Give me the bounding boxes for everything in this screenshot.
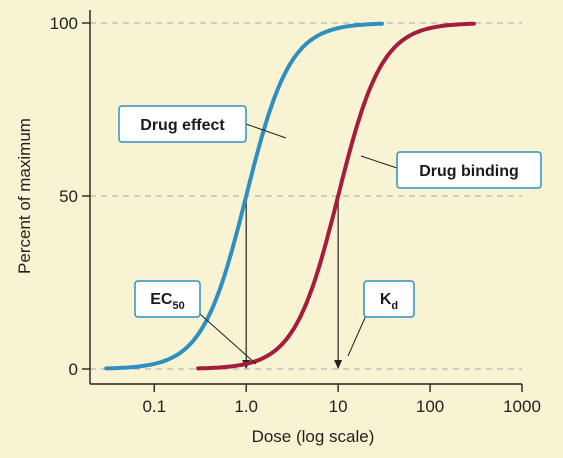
y-tick-label: 0 [69, 360, 78, 379]
drug-effect-label-box [118, 105, 247, 143]
ec50-label-box [134, 280, 201, 318]
drug-effect-callout: Drug effect [118, 105, 287, 143]
kd-callout: Kd [347, 280, 415, 357]
series-drug-effect-line [104, 21, 384, 371]
drug-binding-label-box [396, 151, 542, 189]
kd-label-box [363, 280, 415, 318]
drug-effect-leader [245, 123, 287, 139]
series-curves [104, 21, 476, 371]
gridlines [90, 22, 522, 370]
ec50-leader [199, 313, 257, 365]
reference-lines [242, 196, 343, 369]
drug-binding-leader [360, 155, 398, 169]
y-tick-label: 100 [50, 14, 78, 33]
kd-leader [347, 310, 369, 357]
ec50-label: EC50 [150, 291, 184, 312]
kd-label: Kd [380, 291, 398, 312]
drug-effect-label: Drug effect [140, 117, 225, 134]
axes [89, 10, 522, 385]
drug-binding-callout: Drug binding [360, 151, 542, 189]
x-tick-label: 0.1 [142, 397, 166, 416]
x-tick-label: 1000 [503, 397, 541, 416]
x-axis-title: Dose (log scale) [252, 427, 375, 446]
series-drug-binding-line [196, 21, 476, 371]
x-tick-label: 10 [329, 397, 348, 416]
midpoint-arrowhead [334, 360, 343, 369]
ec50-callout: EC50 [134, 280, 257, 365]
x-tick-label: 100 [416, 397, 444, 416]
drug-binding-label: Drug binding [419, 163, 519, 180]
y-axis-title: Percent of maximum [15, 118, 34, 274]
y-tick-label: 50 [59, 187, 78, 206]
x-ticks: 0.1 1.0 10 100 1000 [142, 384, 541, 416]
x-tick-label: 1.0 [234, 397, 258, 416]
y-ticks: 0 50 100 [50, 14, 90, 379]
